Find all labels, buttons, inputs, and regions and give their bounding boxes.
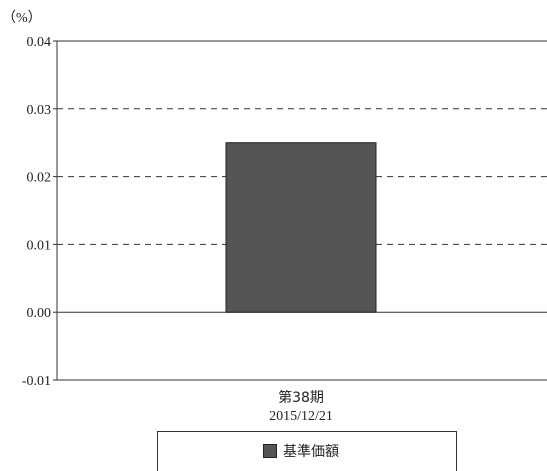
y-tick-label: 0.02 — [27, 171, 52, 186]
y-tick-label: -0.01 — [22, 374, 51, 389]
axes — [53, 40, 547, 381]
bars — [225, 142, 377, 313]
legend: 基準価額 — [157, 431, 457, 471]
y-unit-label: （%） — [2, 10, 42, 26]
legend-item: 基準価額 — [263, 441, 339, 461]
y-tick-label: 0.03 — [27, 103, 52, 118]
bar-chart: （%） 0.04 0.03 0.02 0.01 0.00 -0.01 第38期 2015/1… — [2, 10, 547, 424]
y-tick-label: 0.00 — [27, 306, 52, 321]
legend-label: 基準価額 — [283, 444, 339, 460]
y-tick-label: 0.01 — [27, 238, 52, 253]
x-tick-labels: 第38期 2015/12/21 — [269, 389, 333, 424]
x-tick-date: 2015/12/21 — [269, 409, 333, 424]
x-tick-label: 第38期 — [278, 389, 324, 406]
legend-swatch-icon — [263, 444, 277, 458]
y-tick-labels: 0.04 0.03 0.02 0.01 0.00 -0.01 — [22, 35, 51, 389]
bar — [225, 142, 377, 313]
y-tick-label: 0.04 — [27, 35, 52, 50]
